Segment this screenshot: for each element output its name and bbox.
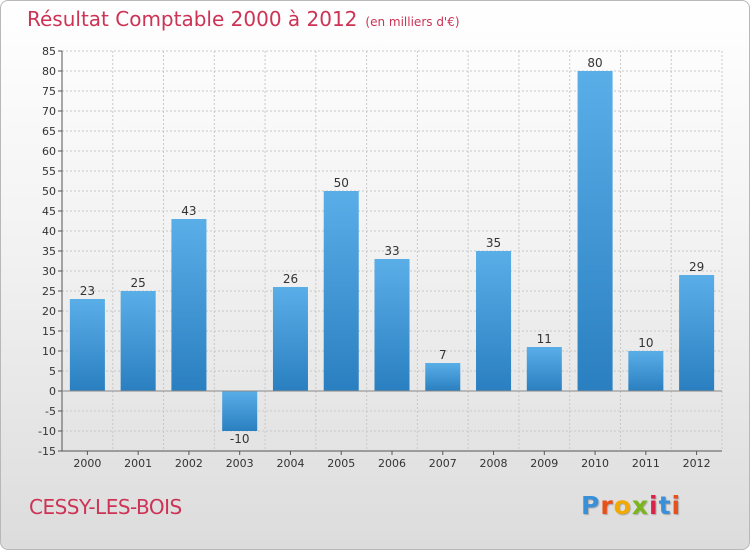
logo-letter: x	[631, 491, 649, 520]
data-label-2000: 23	[80, 284, 95, 298]
data-label-2001: 25	[131, 276, 146, 290]
y-tick-label: 10	[42, 345, 56, 358]
x-tick-label: 2006	[378, 457, 406, 470]
commune-name: CESSY-LES-BOIS	[29, 495, 182, 519]
data-label-2006: 33	[384, 244, 399, 258]
y-tick-label: 35	[42, 245, 56, 258]
data-label-2010: 80	[587, 56, 602, 70]
x-tick-label: 2012	[683, 457, 711, 470]
x-tick-label: 2000	[73, 457, 101, 470]
x-tick-label: 2007	[429, 457, 457, 470]
data-label-2008: 35	[486, 236, 501, 250]
y-tick-label: 55	[42, 165, 56, 178]
x-tick-label: 2005	[327, 457, 355, 470]
data-label-2004: 26	[283, 272, 298, 286]
bar-2007	[425, 363, 461, 391]
y-tick-label: 15	[42, 325, 56, 338]
y-tick-label: 85	[42, 45, 56, 58]
y-tick-label: 65	[42, 125, 56, 138]
y-tick-label: 40	[42, 225, 56, 238]
data-label-2012: 29	[689, 260, 704, 274]
bar-2002	[171, 219, 207, 391]
bar-2003	[222, 391, 258, 431]
proxiti-logo: Proxiti	[581, 491, 681, 520]
y-tick-label: 75	[42, 85, 56, 98]
x-tick-label: 2004	[276, 457, 304, 470]
logo-letter: r	[600, 491, 614, 520]
data-label-2009: 11	[537, 332, 552, 346]
y-tick-label: 60	[42, 145, 56, 158]
bar-2006	[374, 259, 410, 391]
y-tick-label: -15	[38, 445, 56, 458]
bar-2009	[526, 347, 562, 391]
y-tick-label: 20	[42, 305, 56, 318]
y-tick-label: 30	[42, 265, 56, 278]
data-label-2007: 7	[439, 348, 447, 362]
y-tick-label: 80	[42, 65, 56, 78]
x-tick-label: 2002	[175, 457, 203, 470]
x-tick-label: 2010	[581, 457, 609, 470]
data-label-2002: 43	[181, 204, 196, 218]
y-tick-label: 70	[42, 105, 56, 118]
data-label-2011: 10	[638, 336, 653, 350]
data-label-2005: 50	[334, 176, 349, 190]
bar-2012	[679, 275, 715, 391]
x-tick-label: 2003	[226, 457, 254, 470]
logo-letter: i	[671, 491, 682, 520]
grid-layer	[61, 50, 723, 452]
logo-letter: o	[613, 491, 632, 520]
x-tick-label: 2001	[124, 457, 152, 470]
chart-subtitle: (en milliers d'€)	[365, 15, 460, 29]
bar-2001	[120, 291, 156, 391]
logo-letter: t	[658, 491, 672, 520]
axis-layer: -15 -10 -5 0 5 10 15 20 25 30 35 40 45 50 55 60 65 70 75 80…	[38, 45, 722, 470]
y-tick-label: -10	[38, 425, 56, 438]
bar-2010	[577, 71, 613, 391]
y-tick-label: 5	[49, 365, 56, 378]
y-tick-label: 45	[42, 205, 56, 218]
x-tick-label: 2009	[530, 457, 558, 470]
bars-layer: 23 25 43 -10 26 50 33 7 35 11 80 10 29	[69, 56, 715, 446]
bar-2011	[628, 351, 664, 391]
data-label-2003: -10	[230, 432, 250, 446]
logo-letter: P	[581, 491, 601, 520]
chart-title-text: Résultat Comptable 2000 à 2012	[27, 7, 358, 31]
logo-letter: i	[649, 491, 659, 520]
y-tick-label: 25	[42, 285, 56, 298]
x-tick-label: 2011	[632, 457, 660, 470]
bar-2005	[323, 191, 359, 391]
y-tick-label: 0	[49, 385, 56, 398]
bar-2004	[272, 287, 308, 391]
y-tick-label: -5	[45, 405, 56, 418]
bar-2008	[476, 251, 512, 391]
x-tick-label: 2008	[480, 457, 508, 470]
y-tick-label: 50	[42, 185, 56, 198]
bar-2000	[69, 299, 105, 391]
chart-title: Résultat Comptable 2000 à 2012 (en millie…	[27, 7, 460, 31]
